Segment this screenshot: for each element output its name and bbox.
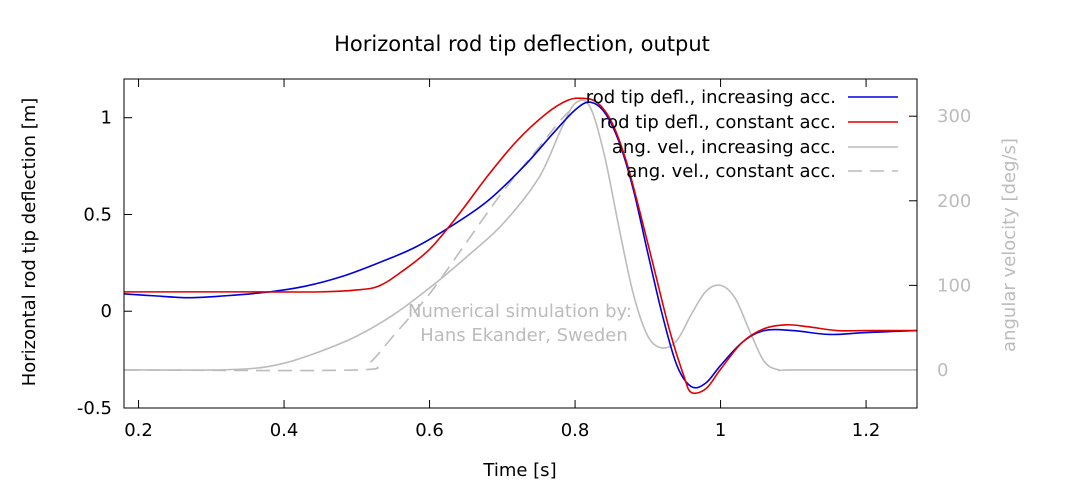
annotation-line-2: Hans Ekander, Sweden [420,325,627,346]
series-line-1 [123,97,917,395]
x-tick-label: 1.2 [852,420,881,441]
y2-axis-label: angular velocity [deg/s] [999,138,1020,352]
annotation-line-1: Numerical simulation by: [408,301,632,322]
y-tick-label: 1 [101,108,112,129]
x-axis-label: Time [s] [482,460,556,481]
chart-title: Horizontal rod tip deflection, output [334,32,710,56]
x-tick-label: 1 [715,420,726,441]
ticks: 0.2 0.4 0.6 0.8 1 1.2 -0.5 0 0.5 1 0 100 200 300 [77,79,971,441]
y-tick-label: 0 [101,301,112,322]
legend-label-2: ang. vel., increasing acc. [612,137,836,158]
legend-label-3: ang. vel., constant acc. [626,161,836,182]
x-tick-label: 0.6 [415,420,444,441]
x-tick-label: 0.4 [270,420,299,441]
series [123,97,918,395]
series-line-2 [123,99,917,372]
x-tick-label: 0.8 [561,420,590,441]
legend-label-0: rod tip defl., increasing acc. [586,87,836,108]
y2-tick-label: 200 [937,191,971,212]
y-axis-label: Horizontal rod tip deflection [m] [19,98,40,387]
y-tick-label: -0.5 [77,398,112,419]
legend: rod tip defl., increasing acc. rod tip de… [586,87,898,182]
series-line-3 [123,105,576,372]
y2-tick-label: 100 [937,275,971,296]
y2-tick-label: 300 [937,106,971,127]
legend-label-1: rod tip defl., constant acc. [600,112,836,133]
plot-frame [123,78,918,409]
annotation: Numerical simulation by: Hans Ekander, S… [408,301,632,346]
y-tick-label: 0.5 [83,204,112,225]
y2-tick-label: 0 [937,360,948,381]
x-tick-label: 0.2 [124,420,153,441]
